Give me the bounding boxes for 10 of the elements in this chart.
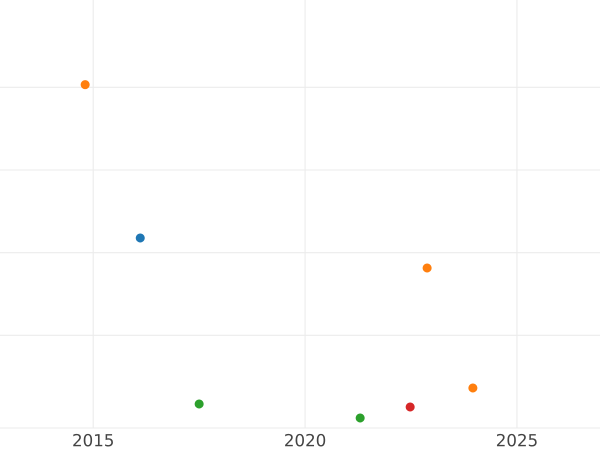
point [468,384,478,392]
point [422,264,432,272]
x-tick-label: 2020 [285,434,326,446]
point [194,400,204,408]
point [136,234,145,242]
point [80,80,90,90]
x-tick-label: 2015 [73,434,113,446]
x-tick-label: 2025 [496,434,537,446]
point [356,414,365,422]
point [406,402,415,412]
